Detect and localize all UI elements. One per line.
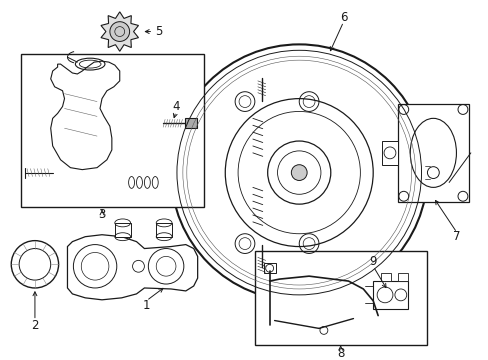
Bar	[372, 281, 407, 309]
Text: 4: 4	[172, 100, 180, 113]
Bar	[381, 141, 397, 165]
Polygon shape	[67, 235, 197, 300]
Text: 3: 3	[98, 208, 105, 221]
Bar	[156, 223, 172, 237]
Bar	[115, 223, 130, 237]
Bar	[21, 54, 203, 207]
Circle shape	[291, 165, 306, 180]
Text: 8: 8	[336, 347, 344, 360]
Circle shape	[110, 22, 129, 41]
Circle shape	[11, 240, 59, 288]
Text: 6: 6	[339, 11, 346, 24]
Text: 1: 1	[142, 299, 150, 312]
Circle shape	[171, 44, 427, 301]
Polygon shape	[51, 61, 120, 170]
Text: 2: 2	[31, 319, 39, 332]
Bar	[422, 163, 443, 183]
Bar	[184, 118, 196, 128]
Bar	[380, 273, 390, 281]
Text: 9: 9	[369, 255, 376, 268]
Bar	[397, 273, 407, 281]
Text: 7: 7	[452, 230, 460, 243]
Polygon shape	[101, 12, 138, 51]
Text: 5: 5	[155, 25, 163, 38]
Bar	[397, 104, 468, 202]
Bar	[263, 263, 275, 273]
Bar	[254, 252, 427, 345]
